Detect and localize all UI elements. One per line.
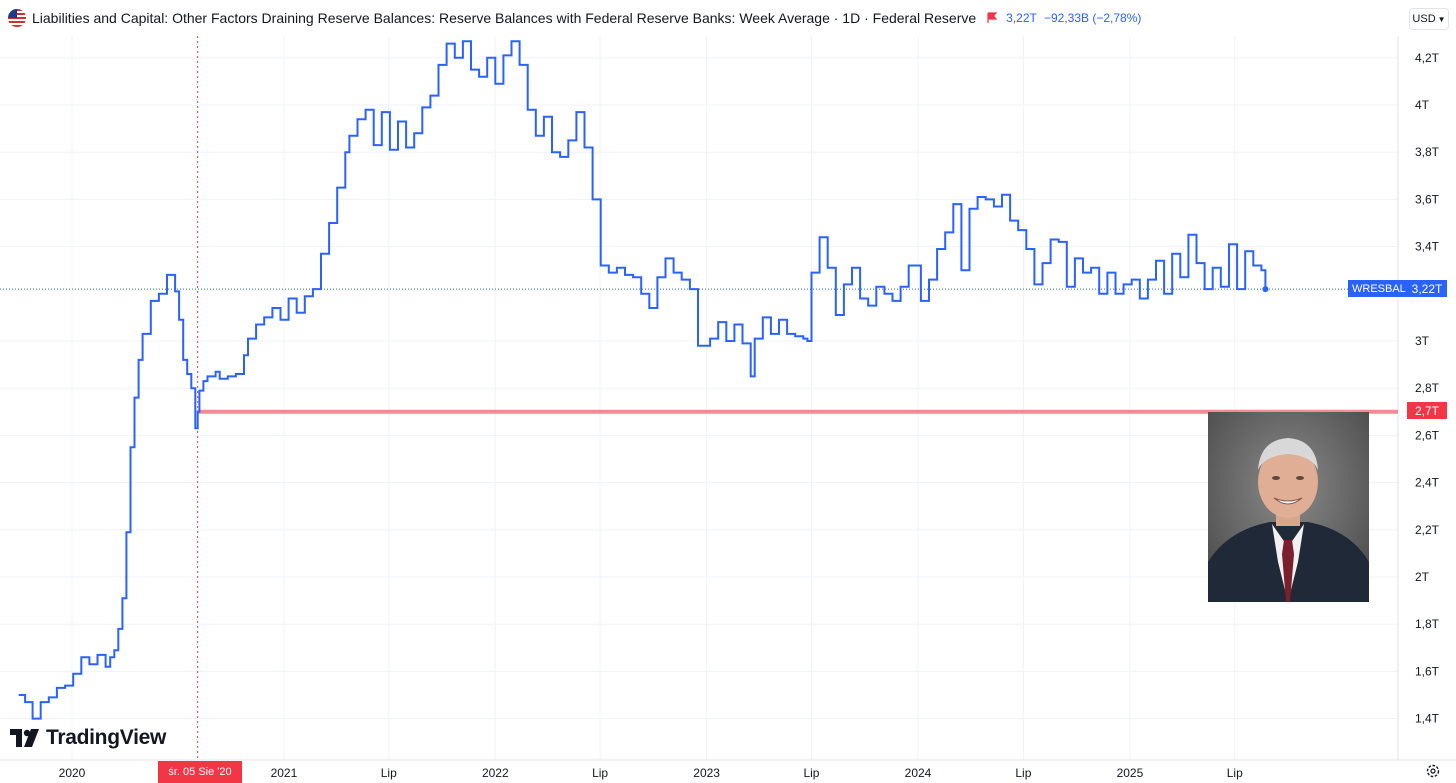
horizontal-level-tag[interactable]: 2,7T [1407, 402, 1447, 419]
y-tick-label: 2,4T [1415, 476, 1440, 490]
chevron-down-icon: ▼ [1437, 14, 1446, 24]
y-tick-label: 3,8T [1415, 145, 1440, 159]
y-tick-label: 2,6T [1415, 428, 1440, 442]
vertical-gridlines [71, 36, 1236, 760]
y-tick-label: 4T [1415, 98, 1430, 112]
series-title[interactable]: Liabilities and Capital: Other Factors D… [32, 10, 977, 26]
y-tick-label: 1,4T [1415, 712, 1440, 726]
last-point-marker [1262, 286, 1269, 293]
x-tick-label: 2020 [59, 766, 86, 780]
y-tick-label: 2,2T [1415, 523, 1440, 537]
symbol-tag: WRESBAL [1348, 280, 1410, 297]
series-line-wresbal[interactable] [18, 40, 1267, 720]
horizontal-gridlines [0, 57, 1398, 720]
x-tick-label: Lip [803, 766, 819, 780]
x-tick-label: 2025 [1117, 766, 1144, 780]
tradingview-logo-icon [10, 729, 39, 747]
tradingview-logo-text: TradingView [46, 726, 167, 749]
y-tick-label: 3,4T [1415, 240, 1440, 254]
x-tick-label: Lip [381, 766, 397, 780]
crosshair-date-label: śr. 05 Sie '20 [158, 761, 242, 783]
y-tick-label: 4,2T [1415, 51, 1440, 65]
y-tick-label: 3T [1415, 334, 1430, 348]
chart-header: Liabilities and Capital: Other Factors D… [0, 0, 1400, 36]
us-flag-icon [8, 9, 26, 27]
x-tick-label: Lip [592, 766, 608, 780]
y-tick-label: 3,6T [1415, 192, 1440, 206]
currency-selector[interactable]: USD ▼ [1409, 8, 1449, 30]
gear-icon[interactable] [1424, 762, 1442, 780]
x-tick-label: 2023 [693, 766, 720, 780]
y-tick-label: 2T [1415, 570, 1430, 584]
market-status-flag-icon[interactable] [986, 12, 998, 24]
y-tick-label: 1,8T [1415, 617, 1440, 631]
change-value: −92,33B (−2,78%) [1043, 11, 1142, 25]
x-tick-label: Lip [1015, 766, 1031, 780]
x-tick-label: Lip [1227, 766, 1243, 780]
x-tick-label: 2022 [482, 766, 509, 780]
currency-label: USD [1412, 13, 1436, 25]
y-tick-label: 2,8T [1415, 381, 1440, 395]
x-tick-label: 2024 [905, 766, 932, 780]
y-tick-label: 1,6T [1415, 664, 1440, 678]
tradingview-logo[interactable]: TradingView [10, 726, 166, 750]
price-axis-labels: 4,2T 4T 3,8T 3,6T 3,4T 3T 2,8T 2,6T 2,4T 2,2T 2T 1,… [1415, 51, 1440, 726]
last-value: 3,22T [1006, 11, 1037, 25]
price-change-info: 3,22T −92,33B (−2,78%) [1006, 11, 1141, 25]
portrait-photo [1208, 412, 1369, 602]
last-price-tag: 3,22T [1407, 280, 1447, 297]
x-tick-label: 2021 [271, 766, 298, 780]
time-axis-labels: 2020 2021 Lip 2022 Lip 2023 Lip 2024 Lip 2025 Lip [59, 766, 1243, 780]
